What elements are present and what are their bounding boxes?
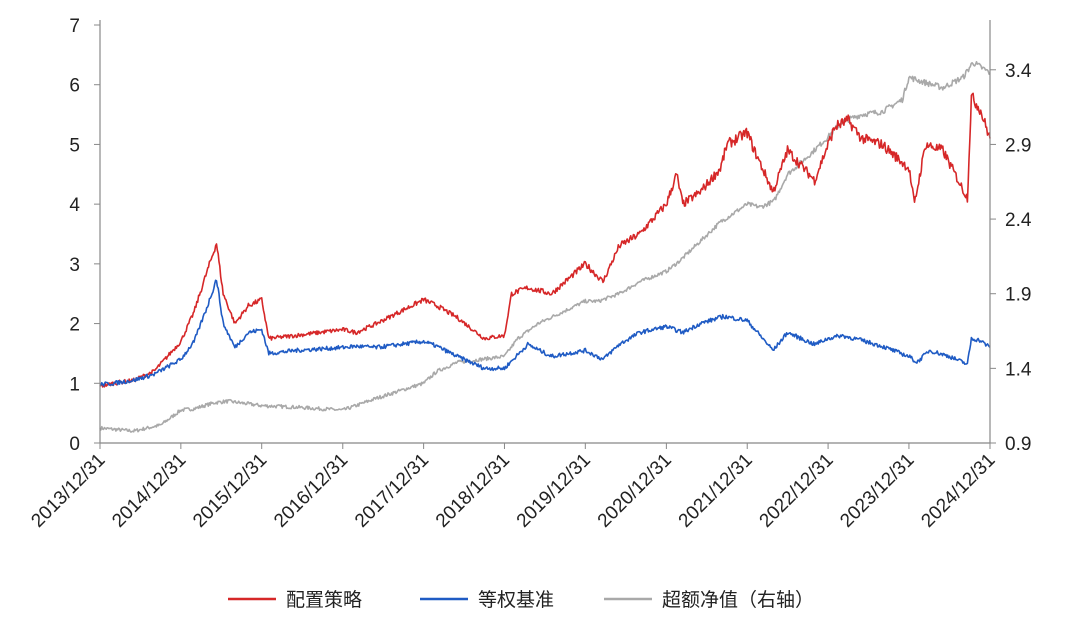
x-tick-label: 2021/12/31: [675, 450, 757, 532]
y-left-tick-label: 3: [69, 255, 80, 276]
x-tick-label: 2018/12/31: [432, 450, 514, 532]
legend-label: 配置策略: [286, 589, 362, 611]
legend-label: 超额净值（右轴）: [662, 589, 814, 611]
y-left-tick-label: 2: [69, 315, 80, 336]
y-left-tick-label: 7: [69, 16, 80, 37]
series-line: [99, 61, 991, 433]
series-line: [99, 92, 991, 388]
y-right-tick-label: 2.9: [1005, 135, 1031, 156]
x-tick-label: 2019/12/31: [513, 450, 595, 532]
legend: 配置策略 等权基准 超额净值（右轴）: [228, 589, 814, 611]
x-tick-label: 2016/12/31: [270, 450, 352, 532]
y-right-tick-label: 2.4: [1005, 210, 1032, 231]
y-left-tick-label: 1: [69, 374, 80, 395]
x-tick-label: 2024/12/31: [917, 450, 999, 532]
x-tick-label: 2013/12/31: [27, 450, 109, 532]
plot-lines: [99, 61, 991, 433]
x-tick-label: 2017/12/31: [351, 450, 433, 532]
x-tick-label: 2022/12/31: [756, 450, 838, 532]
x-tick-label: 2014/12/31: [108, 450, 190, 532]
x-tick-label: 2023/12/31: [836, 450, 918, 532]
axes: 0 1 2 3 4 5 6 7 0.9 1.4 1.9 2.4 2.9 3.4 2013/12/312014…: [27, 16, 1031, 532]
x-tick-label: 2020/12/31: [594, 450, 676, 532]
y-left-tick-label: 4: [69, 195, 80, 216]
y-right-tick-label: 3.4: [1005, 61, 1032, 82]
series-line: [99, 279, 991, 387]
y-right-tick-label: 1.4: [1005, 359, 1032, 380]
y-left-tick-label: 6: [69, 76, 80, 97]
y-left-tick-label: 0: [69, 434, 80, 455]
y-left-tick-label: 5: [69, 135, 80, 156]
y-right-tick-label: 0.9: [1005, 434, 1031, 455]
legend-label: 等权基准: [478, 589, 554, 611]
x-tick-label: 2015/12/31: [189, 450, 271, 532]
y-right-tick-label: 1.9: [1005, 285, 1031, 306]
